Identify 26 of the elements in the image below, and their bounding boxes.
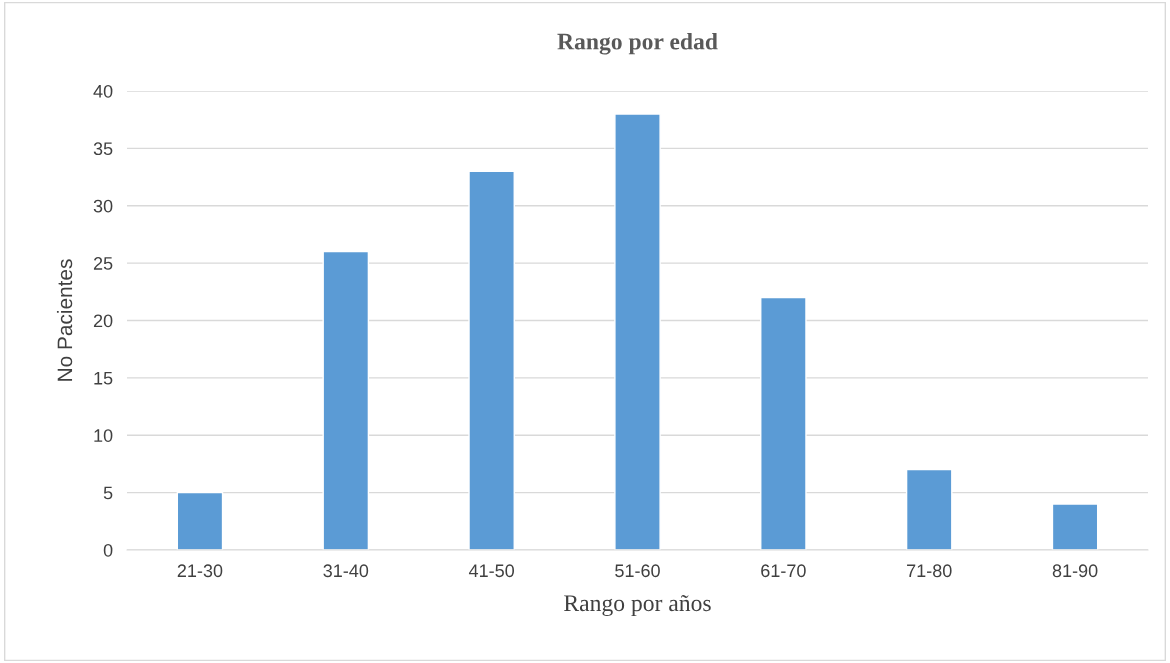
- y-tick-label: 40: [93, 84, 113, 98]
- y-tick-label: 10: [94, 429, 113, 442]
- x-tick-label: 51-60: [615, 564, 660, 578]
- x-tick-label: 81-90: [1052, 564, 1098, 578]
- bar: [614, 113, 661, 550]
- bar: [468, 170, 515, 550]
- bar: [322, 250, 370, 550]
- y-tick-label: 30: [93, 199, 113, 213]
- bar: [176, 491, 224, 550]
- y-tick-label: 0: [103, 543, 113, 557]
- x-tick-label: 71-80: [907, 564, 952, 578]
- y-tick-label: 35: [93, 142, 113, 156]
- x-tick-label: 31-40: [323, 564, 369, 578]
- y-axis-title: No Pacientes: [56, 259, 73, 381]
- x-tick-label: 41-50: [468, 564, 515, 578]
- bar: [905, 468, 953, 550]
- x-tick-label: 61-70: [761, 564, 806, 578]
- x-axis-title: Rango por años: [564, 595, 711, 617]
- y-tick-label: 15: [94, 372, 113, 385]
- chart-title: Rango por edad: [557, 32, 718, 55]
- bar: [760, 296, 807, 550]
- y-tick-label: 5: [103, 486, 113, 500]
- bar: [1051, 503, 1099, 550]
- y-tick-label: 20: [93, 314, 113, 328]
- y-tick-label: 25: [93, 257, 113, 270]
- x-tick-label: 21-30: [177, 564, 223, 578]
